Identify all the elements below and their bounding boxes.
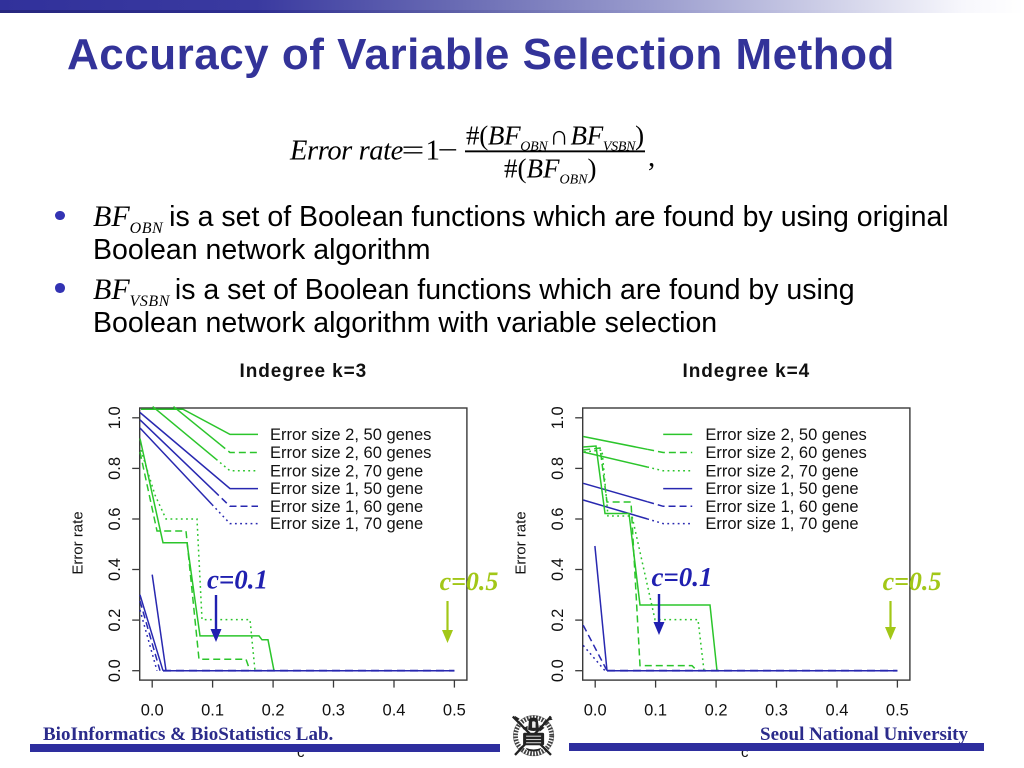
svg-text:0.2: 0.2 xyxy=(262,702,285,720)
svg-text:−: − xyxy=(438,135,458,167)
svg-text:c: c xyxy=(741,744,749,761)
svg-text:0.4: 0.4 xyxy=(383,702,406,720)
svg-text:Error size 1, 50 gene: Error size 1, 50 gene xyxy=(705,480,858,498)
svg-text:0.0: 0.0 xyxy=(106,659,124,682)
svg-text:0.0: 0.0 xyxy=(549,659,567,682)
svg-text:Error size 1, 60 gene: Error size 1, 60 gene xyxy=(270,498,423,516)
svg-text:1.0: 1.0 xyxy=(106,406,124,429)
svg-text:Error rate: Error rate xyxy=(70,511,87,574)
svg-text:0.1: 0.1 xyxy=(644,702,667,720)
svg-text:0.3: 0.3 xyxy=(765,702,788,720)
svg-text:c=0.5: c=0.5 xyxy=(440,567,499,596)
svg-text:1: 1 xyxy=(426,135,441,167)
svg-text:0.4: 0.4 xyxy=(826,702,849,720)
svg-text:0.8: 0.8 xyxy=(106,457,124,480)
svg-text:c=0.5: c=0.5 xyxy=(883,567,942,596)
svg-text:1.0: 1.0 xyxy=(549,406,567,429)
svg-text:0.3: 0.3 xyxy=(322,702,345,720)
svg-text:#(BFOBN ∩ BFVSBN): #(BFOBN ∩ BFVSBN) xyxy=(466,120,644,154)
svg-text:Error size 1, 60 gene: Error size 1, 60 gene xyxy=(705,498,858,516)
svg-text:#(BFOBN): #(BFOBN) xyxy=(504,154,597,188)
svg-text:Error size 2, 50 genes: Error size 2, 50 genes xyxy=(705,426,866,444)
svg-text:,: , xyxy=(648,141,655,173)
svg-text:0.8: 0.8 xyxy=(549,457,567,480)
svg-text:c=0.1: c=0.1 xyxy=(651,562,712,592)
svg-text:c=0.1: c=0.1 xyxy=(207,565,268,595)
svg-text:0.4: 0.4 xyxy=(106,558,124,581)
svg-text:0.6: 0.6 xyxy=(106,508,124,531)
svg-text:Error size 1, 70 gene: Error size 1, 70 gene xyxy=(705,515,858,533)
svg-text:Error size 2, 70 gene: Error size 2, 70 gene xyxy=(705,462,858,480)
svg-text:c: c xyxy=(297,744,305,761)
svg-text:0.5: 0.5 xyxy=(886,702,909,720)
svg-text:=: = xyxy=(402,134,425,166)
svg-text:0.2: 0.2 xyxy=(705,702,728,720)
svg-text:0.0: 0.0 xyxy=(141,702,164,720)
svg-text:Error rate: Error rate xyxy=(289,136,404,167)
svg-text:0.2: 0.2 xyxy=(549,609,567,632)
svg-text:0.4: 0.4 xyxy=(549,558,567,581)
svg-text:0.0: 0.0 xyxy=(584,702,607,720)
svg-text:Error size 2, 60 genes: Error size 2, 60 genes xyxy=(270,444,431,462)
svg-text:Error size 2, 50 genes: Error size 2, 50 genes xyxy=(270,426,431,444)
svg-text:Error size 2, 60 genes: Error size 2, 60 genes xyxy=(705,444,866,462)
svg-text:Error size 2, 70 gene: Error size 2, 70 gene xyxy=(270,462,423,480)
svg-text:0.2: 0.2 xyxy=(106,609,124,632)
svg-text:Error rate: Error rate xyxy=(513,511,530,574)
svg-text:Indegree k=3: Indegree k=3 xyxy=(240,361,368,382)
svg-text:0.6: 0.6 xyxy=(549,508,567,531)
svg-text:Indegree k=4: Indegree k=4 xyxy=(683,361,811,382)
svg-text:0.5: 0.5 xyxy=(443,702,466,720)
svg-text:Error size 1, 50 gene: Error size 1, 50 gene xyxy=(270,480,423,498)
svg-text:Error size 1, 70 gene: Error size 1, 70 gene xyxy=(270,515,423,533)
svg-text:0.1: 0.1 xyxy=(201,702,224,720)
